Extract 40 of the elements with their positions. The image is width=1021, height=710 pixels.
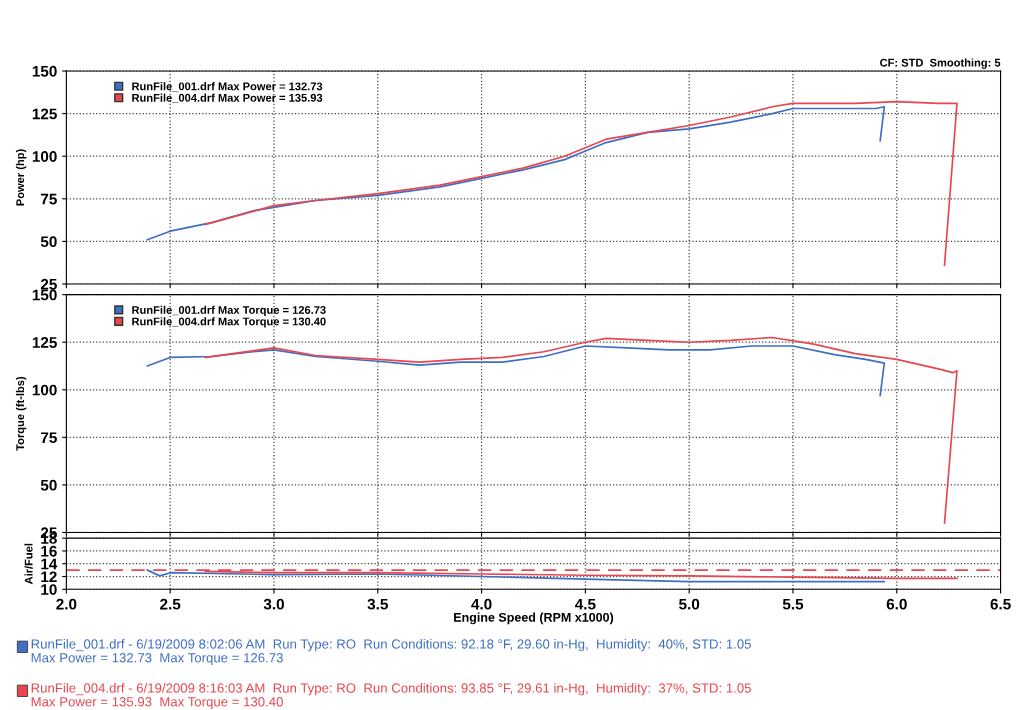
y-tick-label: 12: [41, 571, 57, 583]
y-tick-label: 100: [32, 151, 57, 162]
y-tick-label: 10: [41, 584, 57, 595]
y-tick-label: 14: [41, 558, 58, 570]
y-axis-title: Power (hp): [15, 149, 27, 206]
y-axis-title: Air/Fuel: [24, 543, 33, 585]
y-tick-label: 150: [32, 289, 57, 301]
text: RunFile_001.drf - 6/19/2009 8:02:06 AM Run Type: RO Run Conditions: 92.18 °F, 29.60 in-Hg, Humidity: 40%, STD: 1.05 Max Power = 132.73 Max Torque = 126.73: [31, 639, 751, 666]
line-series: [146, 569, 886, 583]
line-series: [146, 105, 886, 241]
x-tick-label: 4.0: [471, 598, 492, 610]
x-tick-label: 5.5: [782, 598, 804, 610]
x-tick-label: 5.0: [679, 598, 700, 610]
y-tick-label: 100: [32, 384, 57, 396]
y-tick-label: 50: [40, 479, 57, 491]
x-axis-title: Engine Speed (RPM x1000): [454, 612, 614, 625]
x-tick-label: 3.0: [263, 598, 284, 610]
legend-label: RunFile_004.drf Max Power = 135.93: [132, 93, 323, 103]
x-tick-label: 6.0: [886, 598, 907, 610]
y-tick-label: 16: [41, 545, 57, 557]
legend-label: RunFile_001.drf Max Power = 132.73: [132, 82, 323, 92]
x-tick-label: 2.5: [160, 598, 181, 610]
y-tick-label: 125: [32, 108, 57, 120]
y-tick-label: 75: [41, 432, 57, 444]
line-series: [146, 345, 886, 397]
y-tick-label: 125: [32, 337, 57, 348]
text: CF: STD Smoothing: 5: [880, 58, 1001, 69]
legend-label: RunFile_004.drf Max Torque = 130.40: [132, 317, 326, 328]
y-axis-title: Torque (ft-lbs): [15, 376, 27, 451]
legend-label: RunFile_001.drf Max Torque = 126.73: [132, 305, 326, 317]
x-tick-label: 2.0: [56, 598, 77, 610]
x-tick-label: 6.5: [990, 598, 1011, 610]
y-tick-label: 25: [40, 278, 57, 290]
y-tick-label: 50: [40, 236, 57, 248]
x-tick-label: 3.5: [367, 598, 388, 610]
y-tick-label: 150: [32, 65, 57, 77]
x-tick-label: 4.5: [574, 598, 596, 610]
y-tick-label: 75: [41, 193, 57, 205]
text: RunFile_004.drf - 6/19/2009 8:16:03 AM Run Type: RO Run Conditions: 93.85 °F, 29.61 in-Hg, Humidity: 37%, STD: 1.05 Max Power = 135.93 Max Torque = 130.40: [31, 683, 751, 710]
line-series: [204, 336, 958, 524]
